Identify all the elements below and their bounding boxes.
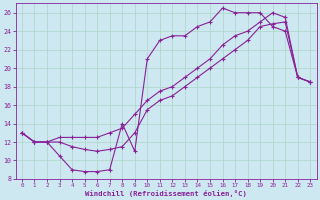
X-axis label: Windchill (Refroidissement éolien,°C): Windchill (Refroidissement éolien,°C) (85, 190, 247, 197)
